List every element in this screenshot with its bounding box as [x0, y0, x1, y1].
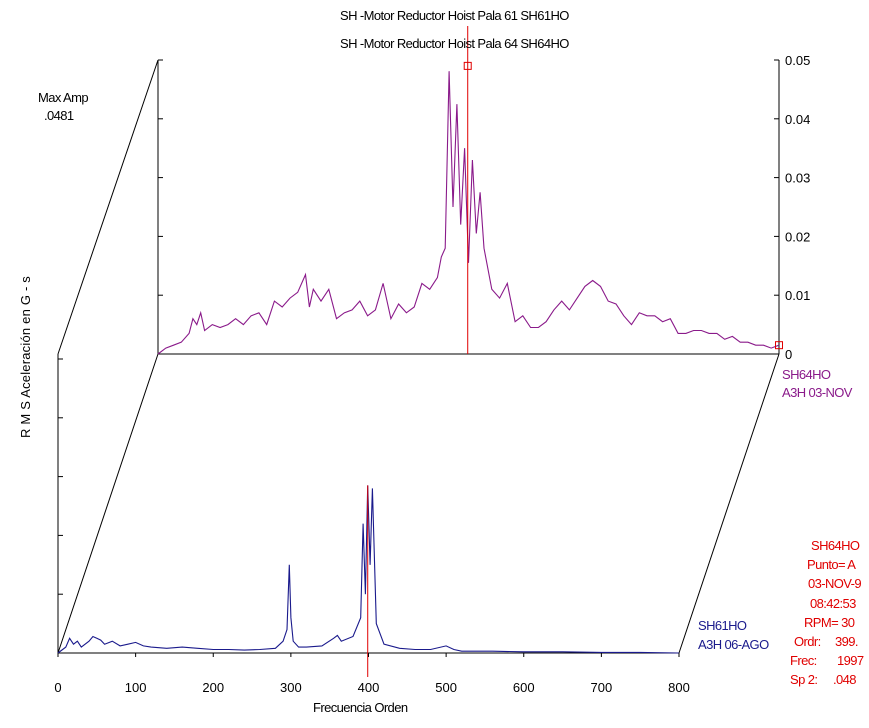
- info-ordr-label: Ordr:: [794, 634, 821, 649]
- back-left-ticks: [158, 59, 163, 296]
- info-punto: Punto= A: [807, 557, 856, 572]
- y-tick-label: 0.03: [785, 171, 810, 186]
- x-tick-label: 200: [202, 680, 224, 695]
- x-tick-label: 700: [591, 680, 613, 695]
- series-line-sh64ho: [157, 71, 780, 355]
- series-line-sh61ho: [57, 485, 680, 654]
- info-id: SH64HO: [811, 538, 860, 553]
- front-left-ticks: [58, 358, 63, 595]
- front-trace-label-date: A3H 06-AGO: [698, 637, 769, 652]
- info-date: 03-NOV-9: [808, 576, 862, 591]
- y-tick-labels: 0 0.01 0.02 0.03 0.04 0.05: [785, 53, 810, 362]
- info-rpm: RPM= 30: [804, 615, 855, 630]
- y-axis-label: R M S Aceleración en G - s: [18, 276, 33, 438]
- y-tick-label: 0.04: [785, 112, 810, 127]
- cursor-marker-end[interactable]: [775, 341, 783, 350]
- info-time: 08:42:53: [810, 596, 856, 611]
- back-trace-label-date: A3H 03-NOV: [782, 385, 852, 400]
- x-tick-label: 100: [125, 680, 147, 695]
- info-frec-label: Frec:: [790, 653, 817, 668]
- chart-title-line-2: SH -Motor Reductor Hoist Pala 64 SH64HO: [340, 36, 569, 51]
- info-sp-label: Sp 2:: [790, 672, 818, 687]
- cursor-info-panel: SH64HO Punto= A 03-NOV-9 08:42:53 RPM= 3…: [780, 538, 869, 728]
- y-tick-label: 0.05: [785, 53, 810, 68]
- front-trace-label-id: SH61HO: [698, 618, 747, 633]
- x-tick-label: 500: [435, 680, 457, 695]
- cursor-marker-peak[interactable]: [463, 61, 472, 70]
- x-axis-label: Frecuencia Orden: [313, 700, 408, 715]
- back-plot-frame: [157, 60, 780, 355]
- x-tick-label: 300: [280, 680, 302, 695]
- x-tick-label: 600: [513, 680, 535, 695]
- perspective-top-left: [57, 59, 159, 355]
- chart-title-line-1: SH -Motor Reductor Hoist Pala 61 SH61HO: [340, 8, 569, 23]
- y-tick-label: 0.01: [785, 288, 810, 303]
- x-tick-labels: 0 100 200 300 400 500 600 700 800: [54, 653, 690, 695]
- x-tick-label: 800: [668, 680, 690, 695]
- back-right-ticks: [774, 59, 779, 355]
- info-frec-value: 1997: [837, 653, 864, 668]
- max-amp-label: Max Amp: [38, 90, 89, 105]
- back-trace-label-id: SH64HO: [782, 367, 831, 382]
- x-tick-label: 0: [54, 680, 61, 695]
- perspective-bottom-left: [57, 353, 159, 654]
- x-tick-label: 400: [358, 680, 380, 695]
- perspective-lines: [57, 59, 780, 654]
- max-amp-value: .0481: [44, 108, 74, 123]
- info-sp-value: .048: [833, 672, 857, 687]
- perspective-bottom-right: [678, 353, 780, 654]
- y-tick-label: 0.02: [785, 229, 810, 244]
- y-tick-label: 0: [785, 347, 792, 362]
- info-ordr-value: 399.: [835, 634, 859, 649]
